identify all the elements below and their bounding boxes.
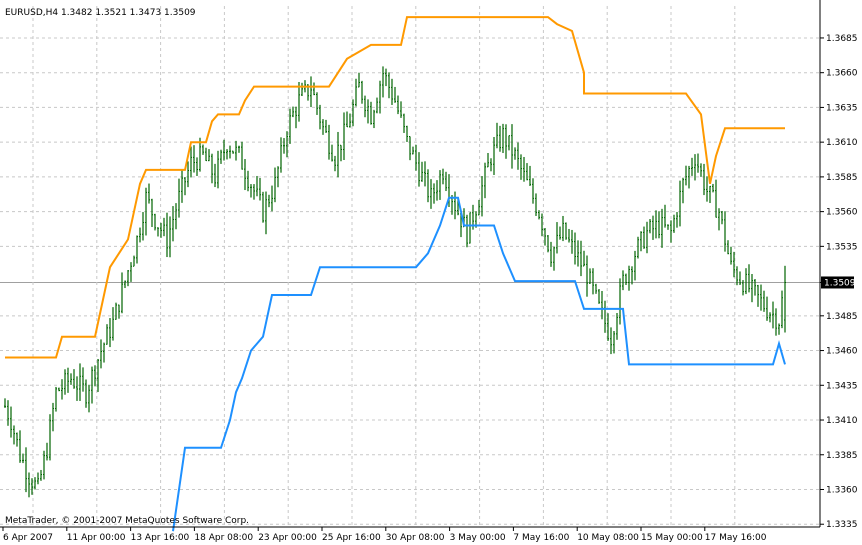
indicator-line [172, 196, 786, 532]
y-tick-label: 1.3360 [826, 485, 858, 495]
y-tick-label: 1.3610 [826, 138, 858, 148]
chart-title: EURUSD,H4 1.3482 1.3521 1.3473 1.3509 [5, 8, 196, 18]
y-tick-label: 1.3410 [826, 416, 858, 426]
x-tick-label: 11 Apr 00:00 [67, 533, 126, 543]
y-tick-label: 1.3535 [826, 242, 858, 252]
x-tick-label: 18 Apr 08:00 [194, 533, 253, 543]
current-price-label: 1.3509 [824, 278, 856, 288]
indicator-line [5, 16, 785, 359]
x-tick-label: 13 Apr 16:00 [131, 533, 190, 543]
x-axis-ticks: 6 Apr 2007 11 Apr 00:00 13 Apr 16:00 18 Apr… [2, 527, 767, 543]
y-tick-label: 1.3485 [826, 312, 858, 322]
y-tick-label: 1.3385 [826, 451, 858, 461]
y-tick-label: 1.3585 [826, 173, 858, 183]
x-tick-label: 7 May 16:00 [513, 533, 569, 543]
current-price-bg [821, 276, 854, 289]
x-tick-label: 10 May 08:00 [577, 533, 639, 543]
axes [0, 0, 821, 528]
x-tick-label: 15 May 00:00 [641, 533, 703, 543]
y-tick-label: 1.3635 [826, 103, 858, 113]
y-tick-label: 1.3435 [826, 381, 858, 391]
indicator-lines [5, 16, 786, 532]
x-tick-label: 3 May 00:00 [450, 533, 506, 543]
watermark-text: MetaTrader, © 2001-2007 MetaQuotes Softw… [5, 516, 249, 526]
y-tick-label: 1.3460 [826, 347, 858, 357]
x-tick-label: 17 May 16:00 [705, 533, 767, 543]
current-price-marker: 1.3509 [821, 276, 856, 289]
y-tick-label: 1.3660 [826, 69, 858, 79]
x-tick-label: 6 Apr 2007 [3, 533, 53, 543]
x-tick-label: 30 Apr 08:00 [386, 533, 445, 543]
x-tick-label: 25 Apr 16:00 [322, 533, 381, 543]
y-tick-label: 1.3560 [826, 208, 858, 218]
candles [4, 66, 786, 498]
y-tick-label: 1.3685 [826, 34, 858, 44]
y-axis-ticks: 1.3685 1.3660 1.3635 1.3610 1.3585 1.3560 1.35… [820, 34, 858, 530]
x-tick-label: 23 Apr 00:00 [258, 533, 317, 543]
y-tick-label: 1.3335 [826, 520, 858, 530]
